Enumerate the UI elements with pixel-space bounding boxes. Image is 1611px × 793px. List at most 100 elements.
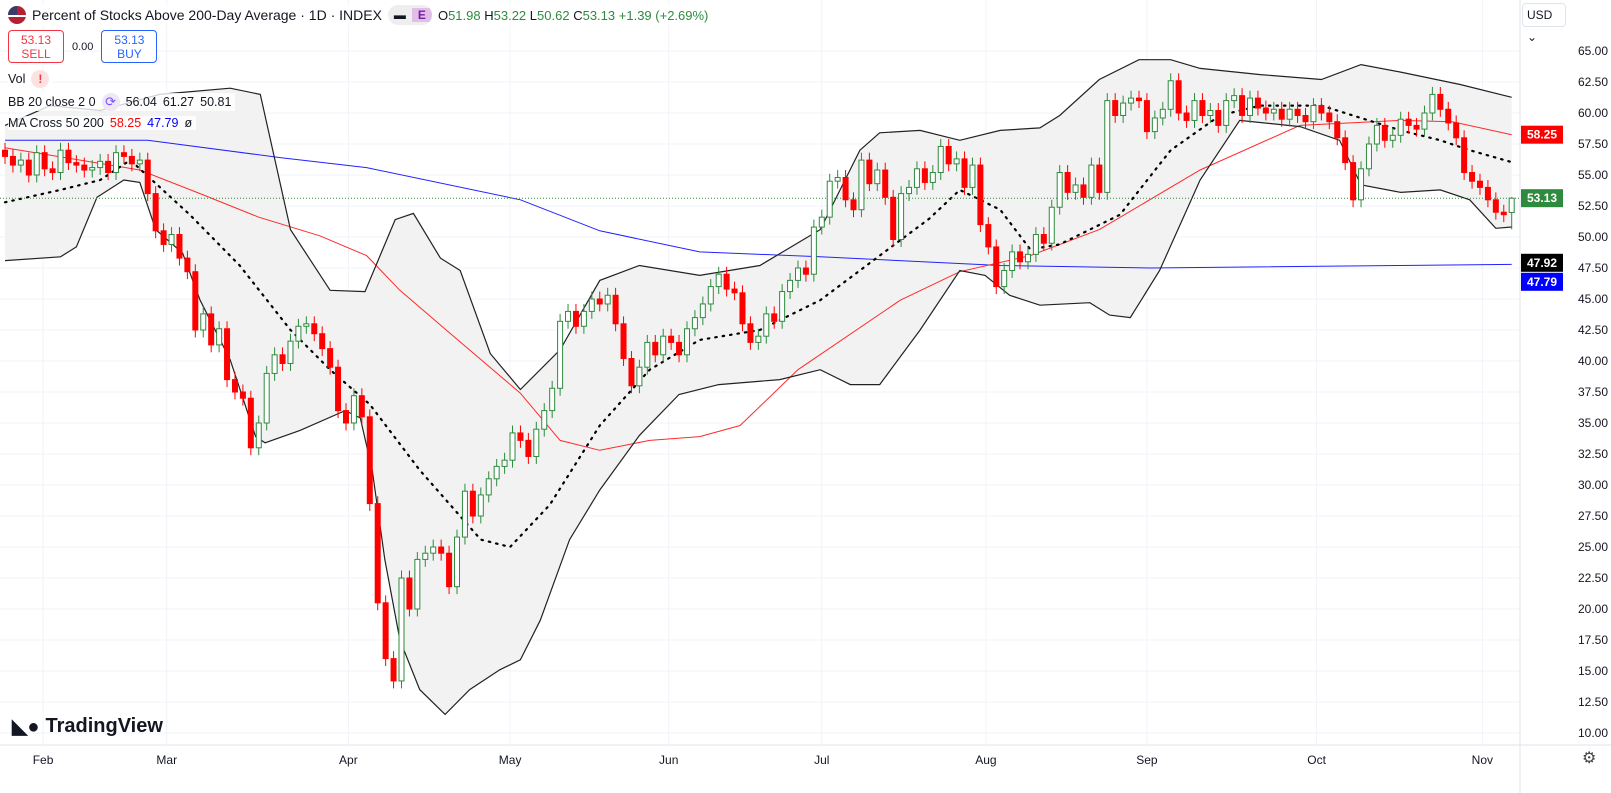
candle — [1223, 93, 1230, 133]
candle — [200, 306, 207, 338]
candle-body — [644, 341, 651, 368]
candle-body — [580, 310, 587, 327]
candle-body — [2, 149, 8, 157]
candle — [557, 313, 564, 396]
candle-body — [1318, 105, 1325, 114]
candle — [335, 359, 342, 419]
candle-body — [438, 546, 445, 554]
candle — [1191, 93, 1198, 128]
candle — [1500, 204, 1507, 223]
ma-cross-legend[interactable]: MA Cross 50 200 58.25 47.79 ø — [8, 116, 197, 130]
vol-label: Vol — [8, 72, 26, 86]
candle-body — [1088, 164, 1095, 198]
bb-indicator-legend[interactable]: BB 20 close 2 0 ⟳ 56.04 61.27 50.81 — [8, 93, 236, 111]
gear-icon[interactable]: ⚙ — [1582, 750, 1597, 767]
candle — [144, 152, 151, 202]
candle — [715, 266, 722, 295]
symbol-title[interactable]: Percent of Stocks Above 200-Day Average … — [32, 7, 382, 23]
candle-body — [1421, 112, 1428, 130]
candle-body — [747, 323, 754, 343]
candle-body — [335, 366, 342, 412]
candle-body — [1350, 162, 1357, 201]
spread: 0.00 — [72, 40, 94, 53]
candle-body — [676, 341, 683, 356]
warning-icon[interactable]: ! — [31, 70, 50, 88]
buy-label: BUY — [117, 47, 142, 61]
candle-body — [906, 186, 913, 195]
candle — [160, 223, 167, 252]
candle — [446, 545, 453, 595]
candle — [826, 173, 833, 225]
y-tick-label: 50.00 — [1578, 230, 1608, 244]
sell-button[interactable]: 53.13 SELL — [8, 30, 64, 63]
price-label-bg — [1521, 189, 1563, 208]
vol-indicator-legend[interactable]: Vol! — [8, 70, 54, 88]
candle — [850, 192, 857, 218]
candle-body — [366, 416, 373, 505]
candle — [898, 186, 905, 247]
candle — [311, 316, 318, 342]
candle — [723, 266, 730, 297]
candle — [676, 334, 683, 363]
candle-body — [501, 459, 508, 467]
candle-body — [9, 155, 16, 166]
candle — [152, 186, 159, 239]
candle — [1429, 86, 1436, 121]
candle-body — [866, 159, 873, 185]
candle-body — [176, 234, 183, 259]
candle-body — [572, 310, 579, 327]
candle-body — [1175, 80, 1182, 114]
open-value: 51.98 — [448, 7, 481, 23]
candle-body — [1009, 251, 1016, 271]
candle-body — [913, 168, 920, 188]
candle-body — [1223, 100, 1230, 126]
currency-select[interactable]: USD ⌄ — [1522, 3, 1566, 44]
candle-body — [612, 294, 619, 325]
earnings-badge: E — [411, 8, 432, 22]
candle-body — [1183, 112, 1190, 121]
candle-body — [652, 341, 659, 356]
status-pill[interactable]: ▬ E — [387, 5, 432, 25]
candle-body — [192, 271, 199, 331]
y-tick-label: 35.00 — [1578, 416, 1608, 430]
candle — [1397, 111, 1404, 143]
candle-body — [1239, 95, 1246, 116]
candle — [660, 328, 667, 363]
candle — [1294, 101, 1301, 123]
buy-button[interactable]: 53.13 BUY — [101, 30, 158, 63]
candle — [517, 425, 524, 448]
high-value: 53.22 — [493, 7, 527, 23]
candle-body — [660, 335, 667, 356]
close-label: C — [573, 7, 583, 23]
candle — [1310, 98, 1317, 130]
candle-body — [1191, 100, 1198, 121]
candle — [41, 145, 48, 177]
bb-band-fill — [5, 59, 1512, 715]
candle-body — [1247, 97, 1254, 116]
candle-body — [1096, 164, 1103, 193]
tradingview-logo[interactable]: ◣● TradingView — [12, 714, 163, 739]
candle — [1239, 88, 1246, 123]
refresh-icon[interactable]: ⟳ — [101, 93, 120, 111]
bb-upper-line — [4, 59, 1512, 391]
candle-body — [1429, 93, 1436, 114]
candle-body — [1048, 206, 1055, 244]
candle — [628, 351, 635, 394]
candle — [580, 303, 587, 334]
candle-body — [1104, 100, 1111, 193]
candle — [374, 496, 381, 611]
candle-body — [1128, 97, 1135, 104]
candle — [509, 425, 516, 468]
price-label-text: 47.79 — [1527, 275, 1557, 289]
candle — [549, 380, 556, 419]
candle — [1143, 93, 1150, 140]
candle-body — [755, 335, 762, 343]
candle-body — [890, 196, 897, 240]
candle-body — [1231, 95, 1238, 102]
candle — [1175, 73, 1182, 121]
candle — [906, 179, 913, 202]
candle — [1334, 114, 1341, 146]
candle — [358, 388, 365, 425]
candle-body — [977, 164, 984, 226]
